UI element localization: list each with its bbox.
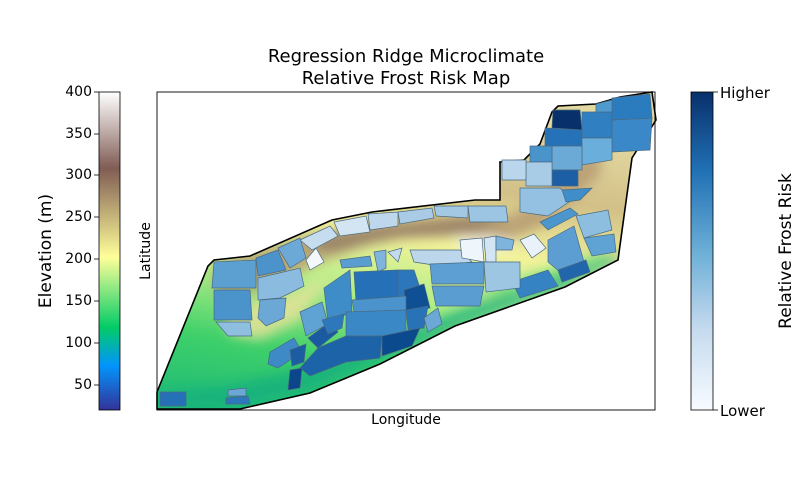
parcel	[575, 209, 613, 239]
parcel	[333, 215, 371, 237]
parcel	[305, 247, 325, 271]
elev-tick-350: 350	[65, 126, 92, 142]
parcel	[595, 99, 613, 113]
parcel	[433, 205, 469, 219]
risk-parcels	[159, 93, 653, 407]
boundary-outline	[156, 91, 657, 410]
parcel	[367, 211, 399, 231]
parcel	[557, 259, 591, 283]
parcel	[277, 237, 307, 269]
parcel	[431, 285, 485, 307]
parcel	[429, 261, 485, 285]
elev-tick-100: 100	[65, 335, 92, 351]
elev-tick-300: 300	[65, 167, 92, 183]
parcel	[405, 305, 429, 331]
parcel	[561, 187, 593, 203]
parcel	[289, 343, 307, 367]
parcel	[387, 247, 403, 263]
parcel	[459, 237, 485, 263]
parcel	[611, 117, 653, 153]
parcel	[511, 269, 559, 299]
parcel	[215, 321, 253, 337]
parcel	[345, 309, 407, 337]
map-title-line-2: Relative Frost Risk Map	[301, 68, 511, 89]
parcel	[529, 145, 553, 163]
parcel	[159, 391, 187, 407]
risk-low-label: Lower	[720, 402, 765, 420]
parcel	[581, 111, 613, 139]
parcel	[321, 313, 345, 335]
elev-tick-200: 200	[65, 251, 92, 267]
parcel	[539, 207, 579, 231]
map-frame	[156, 91, 656, 411]
parcel	[551, 169, 579, 187]
parcel	[257, 297, 287, 327]
parcel	[257, 267, 305, 301]
risk-high-label: Higher	[720, 84, 770, 102]
parcel	[495, 235, 515, 251]
parcel	[467, 205, 509, 223]
parcel	[373, 249, 387, 273]
parcel	[211, 259, 257, 289]
parcel	[551, 145, 583, 171]
elevation-colorbar	[98, 91, 121, 411]
parcel	[397, 207, 435, 225]
parcel	[299, 225, 339, 251]
parcel	[213, 289, 253, 321]
parcel	[381, 327, 421, 357]
parcel	[583, 233, 617, 257]
parcel	[551, 109, 583, 131]
parcel	[255, 249, 287, 277]
parcel	[483, 235, 497, 263]
parcel	[225, 395, 251, 405]
parcel	[339, 255, 373, 269]
parcel	[287, 367, 303, 391]
map-title-line-1: Regression Ridge Microclimate	[267, 46, 545, 67]
parcel	[483, 261, 521, 293]
elev-tick-150: 150	[65, 293, 92, 309]
parcel	[611, 93, 653, 121]
longitude-axis-label: Longitude	[371, 412, 441, 428]
elev-tick-250: 250	[65, 209, 92, 225]
parcel	[519, 187, 573, 217]
parcel	[519, 233, 547, 259]
elevation-colorbar-ticks	[94, 91, 99, 386]
parcel	[423, 307, 443, 333]
parcel	[525, 161, 553, 187]
elev-tick-400: 400	[65, 84, 92, 100]
parcel	[544, 127, 583, 147]
parcel	[501, 159, 527, 181]
elev-tick-50: 50	[74, 377, 92, 393]
risk-colorbar-ticks	[713, 91, 718, 411]
parcel	[581, 137, 613, 166]
parcel	[267, 337, 303, 369]
risk-colorbar	[690, 91, 714, 411]
